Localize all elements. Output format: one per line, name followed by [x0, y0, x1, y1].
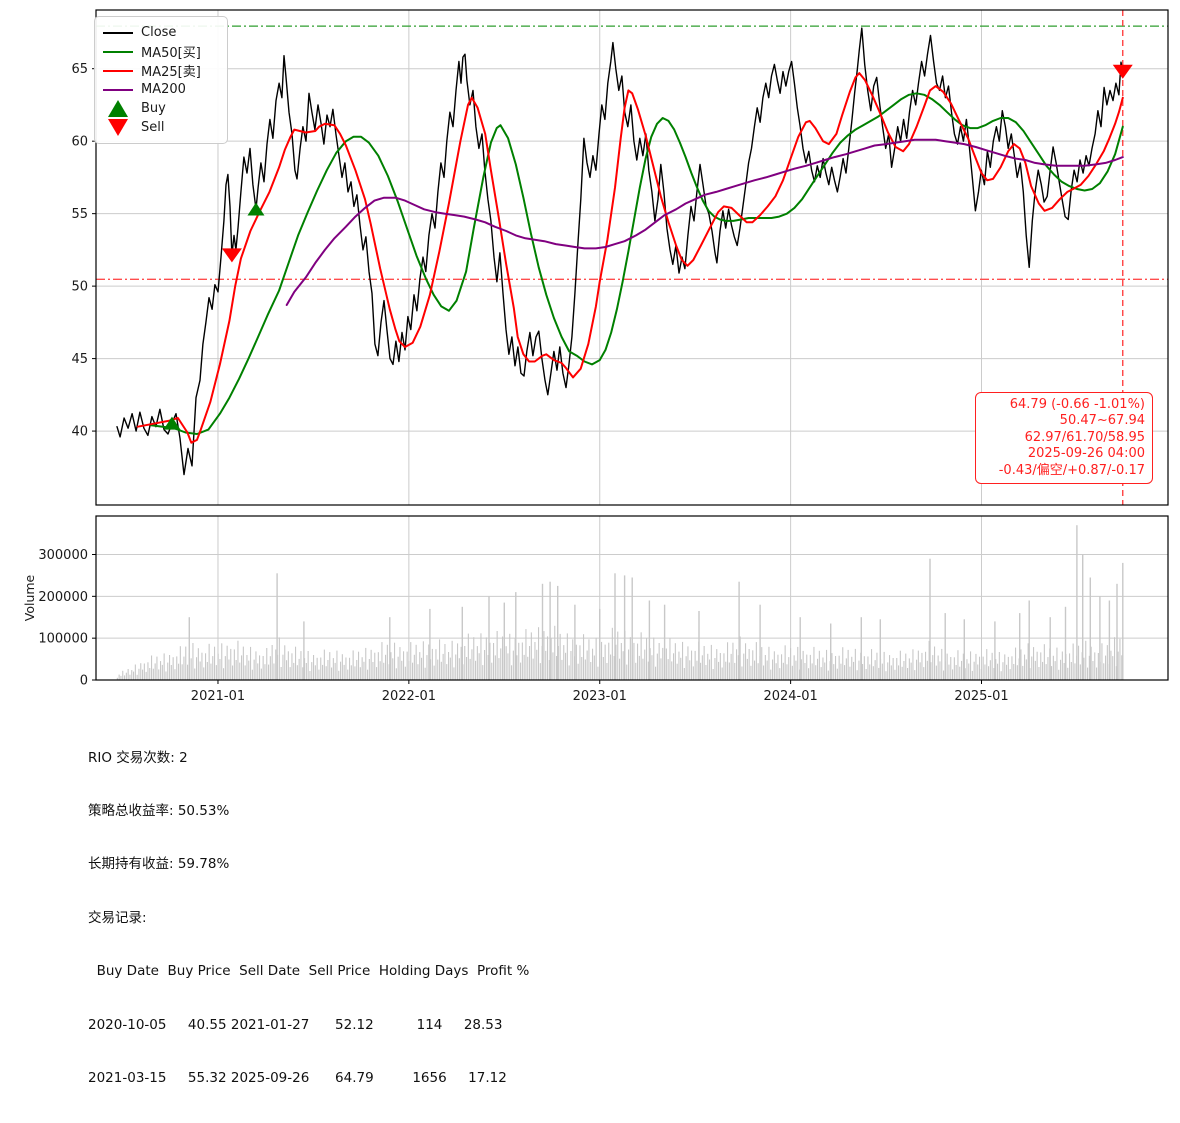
date-tick-label: 2025-01	[954, 689, 1008, 704]
date-tick-label: 2022-01	[382, 689, 436, 704]
ma200-line-icon	[103, 88, 133, 91]
volume-axis-label: Volume	[22, 574, 37, 621]
annotation-last-price: 64.79 (-0.66 -1.01%)	[1009, 397, 1145, 412]
trade-record-title: 交易记录:	[88, 909, 147, 926]
stock-chart-figure: 40 45 50 55 60 65 0 100000 200000 300000 2021-01 20…	[22, 9, 1169, 1086]
legend-item-ma50: MA50[买]	[103, 42, 219, 61]
ma200-line	[285, 138, 1124, 306]
ma25-line	[136, 72, 1124, 444]
volume-tick-label: 200000	[38, 590, 88, 605]
price-tick-label: 50	[71, 280, 88, 295]
legend-item-ma25: MA25[卖]	[103, 61, 219, 80]
annotation-range: 50.47~67.94	[1059, 413, 1145, 429]
volume-tick-label: 0	[80, 674, 88, 689]
price-tick-label: 65	[71, 62, 88, 77]
trade-summary: RIO 交易次数: 2 策略总收益率: 50.53% 长期持有收益: 59.78…	[88, 714, 529, 1123]
spines	[95, 9, 1169, 681]
ma50-line	[150, 92, 1124, 435]
sell-marker	[221, 248, 242, 263]
close-line-icon	[103, 31, 133, 34]
buy-marker	[163, 416, 181, 430]
legend-item-close: Close	[103, 23, 219, 42]
close-line	[116, 27, 1124, 476]
ma25-line-icon	[103, 69, 133, 72]
sell-marker	[1112, 64, 1133, 79]
legend-label: MA200	[141, 82, 186, 97]
axis-ticks-labels: 40 45 50 55 60 65 0 100000 200000 300000 2021-01 20…	[22, 62, 1009, 704]
legend-label: MA25[卖]	[141, 65, 201, 80]
legend-label: MA50[买]	[141, 46, 201, 61]
annotation-datetime: 2025-09-26 04:00	[1027, 446, 1145, 462]
volume-bars	[116, 525, 1124, 681]
price-annotation-box: 64.79 (-0.66 -1.01%) 50.47~67.94 62.97/6…	[975, 392, 1153, 485]
trade-table-row: 2021-03-15 55.32 2025-09-26 64.79 1656 1…	[88, 1069, 507, 1086]
strategy-return-line: 策略总收益率: 50.53%	[88, 802, 230, 819]
price-grid	[96, 10, 1168, 505]
buy-triangle-icon	[103, 100, 133, 117]
legend-label: Sell	[141, 120, 165, 135]
legend-item-buy: Buy	[103, 99, 219, 118]
ma50-line-icon	[103, 50, 133, 53]
figure-window: { "figure": {"width": 1180, "height": 86…	[22, 9, 1169, 1086]
date-tick-label: 2023-01	[573, 689, 627, 704]
trade-markers	[163, 64, 1133, 430]
price-tick-label: 60	[71, 135, 88, 150]
sell-triangle-icon	[103, 119, 133, 136]
volume-tick-label: 300000	[38, 548, 88, 563]
legend-item-sell: Sell	[103, 118, 219, 137]
annotation-ma-values: 62.97/61.70/58.95	[1024, 429, 1145, 445]
chart-canvas: 40 45 50 55 60 65 0 100000 200000 300000 2021-01 20…	[22, 9, 1169, 704]
legend-item-ma200: MA200	[103, 80, 219, 99]
trade-table-header: Buy Date Buy Price Sell Date Sell Price …	[88, 963, 530, 980]
legend-label: Close	[141, 25, 177, 40]
trade-table-row: 2020-10-05 40.55 2021-01-27 52.12 114 28…	[88, 1016, 503, 1033]
buy-marker	[247, 202, 265, 216]
legend: Close MA50[买] MA25[卖] MA200 Buy Sell	[94, 16, 228, 144]
price-tick-label: 40	[71, 425, 88, 440]
price-tick-label: 45	[71, 352, 88, 367]
buy-hold-return-line: 长期持有收益: 59.78%	[88, 856, 230, 873]
range-lines	[96, 25, 1168, 280]
date-tick-label: 2021-01	[191, 689, 245, 704]
trade-count-line: RIO 交易次数: 2	[88, 749, 188, 766]
volume-tick-label: 100000	[38, 632, 88, 647]
legend-label: Buy	[141, 101, 166, 116]
price-tick-label: 55	[71, 207, 88, 222]
date-tick-label: 2024-01	[763, 689, 817, 704]
annotation-bias: -0.43/偏空/+0.87/-0.17	[998, 462, 1145, 478]
